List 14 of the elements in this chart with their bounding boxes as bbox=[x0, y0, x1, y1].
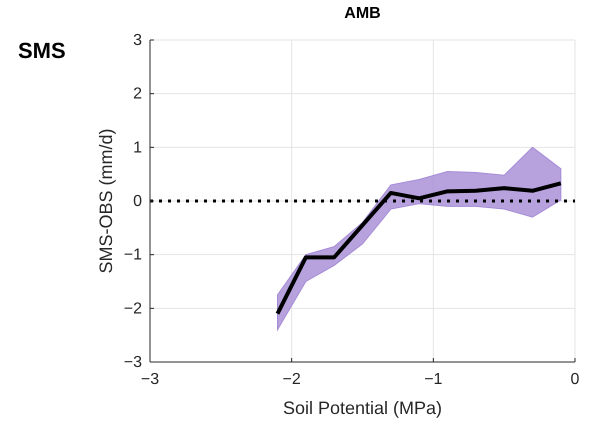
y-tick-label: 1 bbox=[133, 139, 142, 156]
y-axis-title: SMS-OBS (mm/d) bbox=[96, 128, 116, 274]
x-tick-label: −2 bbox=[282, 371, 301, 388]
text: SMS bbox=[18, 38, 66, 63]
y-tick-label: −3 bbox=[124, 354, 142, 371]
y-tick-label: −2 bbox=[124, 300, 142, 318]
x-tick-label: −1 bbox=[424, 371, 443, 388]
y-tick-label: 0 bbox=[133, 193, 142, 210]
x-tick-label: 0 bbox=[570, 371, 580, 388]
x-axis-title: Soil Potential (MPa) bbox=[282, 398, 442, 418]
y-tick-label: 2 bbox=[133, 86, 142, 103]
y-tick-label: 3 bbox=[133, 32, 142, 49]
chart-title: AMB bbox=[344, 5, 381, 22]
y-tick-label: −1 bbox=[124, 246, 142, 264]
